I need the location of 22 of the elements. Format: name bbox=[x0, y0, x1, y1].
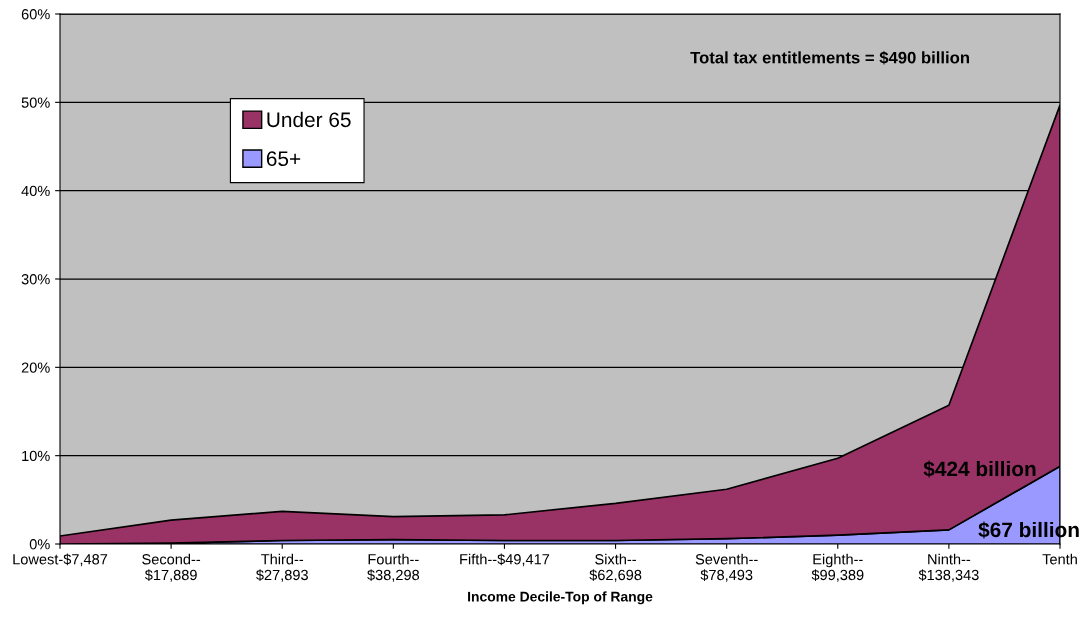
y-tick-label: 10% bbox=[22, 450, 50, 462]
x-tick-label: Lowest-$7,487 bbox=[13, 553, 108, 567]
y-tick-label: 30% bbox=[21, 274, 50, 285]
y-tick-label: 60% bbox=[21, 9, 50, 20]
y-tick-label: 20% bbox=[21, 362, 50, 373]
legend-label: 65+ bbox=[266, 151, 301, 167]
x-tick-label: Fifth--$49,417 bbox=[460, 553, 550, 567]
annotation: Total tax entitlements = $490 billion bbox=[690, 50, 969, 65]
x-axis-title: Income Decile-Top of Range bbox=[468, 591, 653, 605]
x-tick-label: Sixth-- $62,698 bbox=[589, 553, 642, 582]
x-tick-label: Fourth-- $38,298 bbox=[367, 553, 420, 582]
y-tick-label: 50% bbox=[21, 97, 50, 108]
x-tick-label: Seventh-- $78,493 bbox=[695, 553, 758, 582]
x-tick-label: Third-- $27,893 bbox=[256, 553, 308, 582]
x-tick-label: Ninth-- $138,343 bbox=[918, 553, 979, 582]
annotation: $424 billion bbox=[923, 460, 1036, 478]
legend-label: Under 65 bbox=[267, 111, 351, 128]
y-tick-label: 40% bbox=[21, 185, 50, 197]
x-tick-label: Eighth-- $99,389 bbox=[811, 553, 864, 582]
x-tick-label: Tenth bbox=[1042, 553, 1077, 565]
y-tick-label: 0% bbox=[29, 539, 50, 550]
x-tick-label: Second-- $17,889 bbox=[142, 553, 201, 582]
